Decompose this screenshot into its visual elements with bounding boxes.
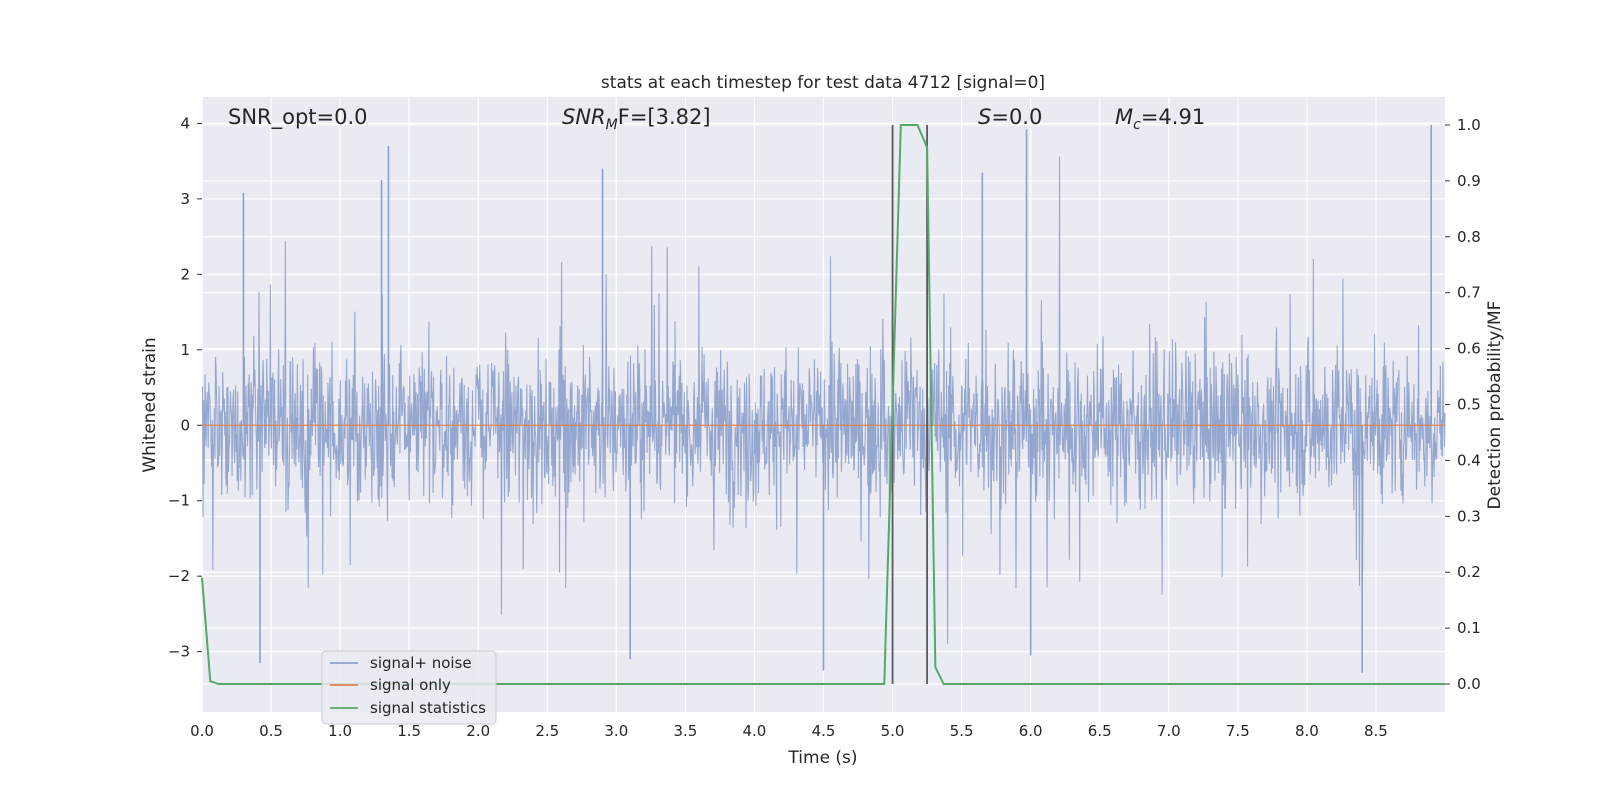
x-tick-label-14: 7.0	[1157, 722, 1181, 740]
chart-title: stats at each timestep for test data 471…	[601, 73, 1045, 93]
x-tick-label-5: 2.5	[535, 722, 559, 740]
s-main: S	[978, 105, 991, 129]
x-axis-ticks: 0.0 0.5 1.0 1.5 2.0 2.5 3.0 3.5 4.0 4.5 5.0 5.5 6.0 6…	[190, 722, 1388, 740]
x-tick-label-10: 5.0	[881, 722, 905, 740]
y-tick-label-4: 1	[180, 341, 190, 359]
series-signal-plus-noise	[201, 124, 1446, 673]
snr-mf-rest: F=[3.82]	[618, 105, 711, 129]
y2-tick-label-0: 0.0	[1457, 675, 1481, 693]
x-tick-label-7: 3.5	[673, 722, 697, 740]
y2-tick-label-6: 0.6	[1457, 340, 1481, 358]
y-tick-label-5: 2	[180, 265, 190, 283]
y2-tick-label-9: 0.9	[1457, 172, 1481, 190]
s-rest: =0.0	[991, 105, 1042, 129]
y-tick-label-3: 0	[180, 416, 190, 434]
x-tick-label-2: 1.0	[328, 722, 352, 740]
annotation-s: S=0.0	[978, 105, 1042, 129]
x-axis-label: Time (s)	[787, 748, 857, 768]
signal-statistics-line	[201, 123, 1445, 686]
legend-label-signal-only: signal only	[370, 676, 451, 694]
y-tick-label-0: −3	[168, 643, 190, 661]
legend-label-signal-plus-noise: signal+ noise	[370, 654, 472, 672]
y-tick-label-6: 3	[180, 190, 190, 208]
x-tick-label-9: 4.5	[812, 722, 836, 740]
x-tick-label-17: 8.5	[1364, 722, 1388, 740]
y-tick-label-7: 4	[180, 114, 190, 132]
x-tick-label-12: 6.0	[1019, 722, 1043, 740]
snr-mf-main: SNR	[562, 105, 606, 129]
annotation-snr-opt: SNR_opt=0.0	[228, 105, 368, 130]
y2-tick-label-2: 0.2	[1457, 563, 1481, 581]
y-axis-ticks: −3 −2 −1 0 1 2 3 4	[168, 114, 202, 661]
mc-rest: =4.91	[1141, 105, 1205, 129]
legend-box	[321, 650, 497, 725]
y2-tick-label-10: 1.0	[1457, 116, 1481, 134]
y2-tick-label-7: 0.7	[1457, 284, 1481, 302]
x-tick-label-4: 2.0	[466, 722, 490, 740]
y2-tick-label-3: 0.3	[1457, 507, 1481, 525]
mc-sub: c	[1133, 117, 1141, 133]
series-signal-statistics	[201, 123, 1445, 686]
x-tick-label-1: 0.5	[259, 722, 283, 740]
y2-tick-label-8: 0.8	[1457, 228, 1481, 246]
annotation-snr-mf: SNRMF=[3.82]	[562, 105, 711, 133]
x-tick-label-8: 4.0	[743, 722, 767, 740]
y2-axis-ticks: 0.0 0.1 0.2 0.3 0.4 0.5 0.6 0.7 0.8 0.9 1.0	[1445, 116, 1481, 693]
x-tick-label-3: 1.5	[397, 722, 421, 740]
x-tick-label-15: 7.5	[1226, 722, 1250, 740]
annotation-mc: Mc=4.91	[1115, 105, 1205, 133]
legend-label-signal-statistics: signal statistics	[370, 699, 486, 717]
x-tick-label-6: 3.0	[604, 722, 628, 740]
y-axis-label: Whitened strain	[140, 337, 160, 472]
x-tick-label-16: 8.0	[1295, 722, 1319, 740]
x-tick-label-11: 5.5	[950, 722, 974, 740]
legend: signal+ noise signal only signal statist…	[321, 650, 497, 725]
y-tick-label-2: −1	[168, 492, 190, 510]
y-tick-label-1: −2	[168, 567, 190, 585]
x-tick-label-13: 6.5	[1088, 722, 1112, 740]
snr-mf-sub: M	[606, 117, 618, 133]
y2-axis-label: Detection probability/MF	[1485, 301, 1505, 510]
mc-main: M	[1115, 105, 1133, 129]
x-tick-label-0: 0.0	[190, 722, 214, 740]
y2-tick-label-1: 0.1	[1457, 619, 1481, 637]
y2-tick-label-4: 0.4	[1457, 451, 1481, 469]
y2-tick-label-5: 0.5	[1457, 396, 1481, 414]
